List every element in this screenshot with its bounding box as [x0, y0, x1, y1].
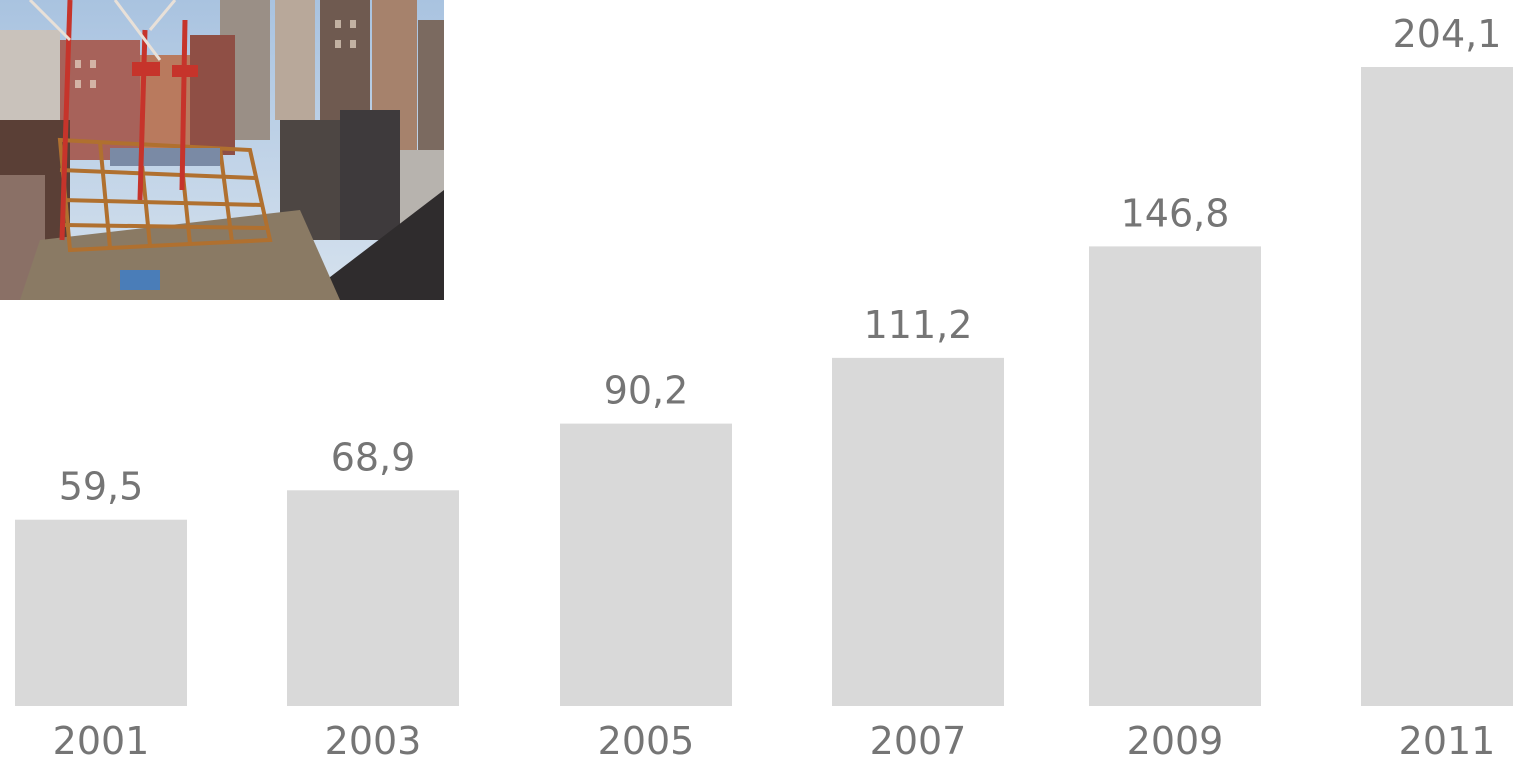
- bar-2003: [287, 490, 459, 706]
- category-label-2003: 2003: [325, 719, 422, 758]
- bars-group: [15, 67, 1513, 707]
- category-label-2001: 2001: [53, 719, 150, 758]
- value-label-2005: 90,2: [604, 369, 689, 413]
- value-label-2001: 59,5: [59, 465, 144, 509]
- bar-2005: [560, 423, 732, 706]
- bar-2001: [15, 519, 187, 706]
- construction-photo: [0, 0, 444, 300]
- category-label-2009: 2009: [1127, 719, 1224, 758]
- value-label-2011: 204,1: [1393, 12, 1502, 56]
- category-label-2005: 2005: [598, 719, 695, 758]
- value-label-2003: 68,9: [331, 435, 416, 479]
- bar-2009: [1089, 246, 1261, 707]
- category-label-2007: 2007: [870, 719, 967, 758]
- value-labels-group: 59,5 68,9 90,2 111,2 146,8 204,1: [59, 12, 1502, 509]
- bar-2007: [832, 357, 1004, 706]
- value-label-2007: 111,2: [864, 303, 973, 347]
- value-label-2009: 146,8: [1121, 191, 1230, 235]
- category-labels-group: 2001 2003 2005 2007 2009 2011: [53, 719, 1496, 758]
- category-label-2011: 2011: [1399, 719, 1496, 758]
- bar-2011: [1361, 67, 1513, 706]
